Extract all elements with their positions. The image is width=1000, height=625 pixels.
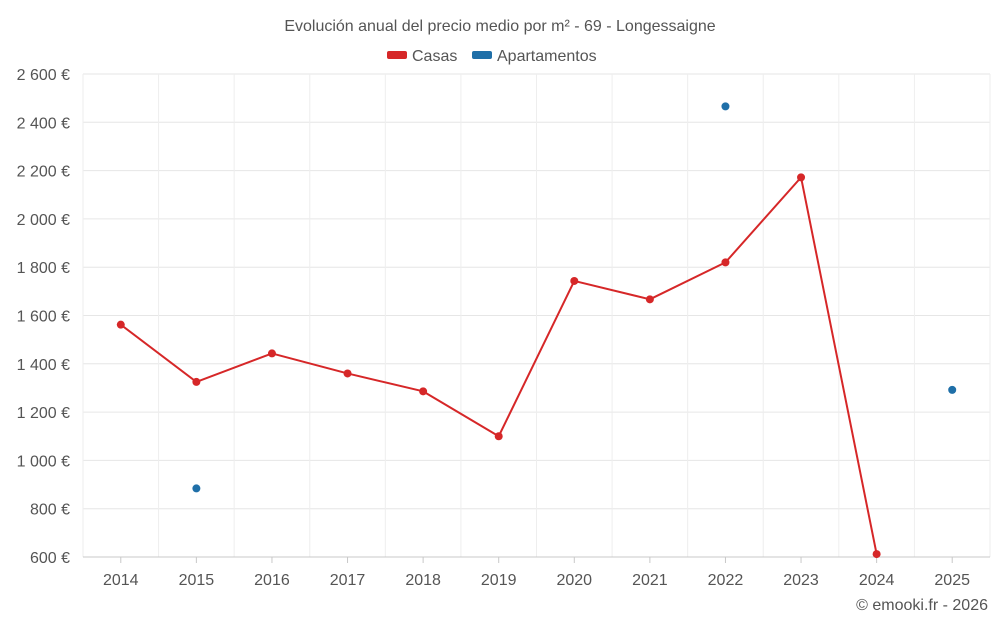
data-point-casas[interactable] xyxy=(872,550,881,559)
x-axis: 2014 2015 2016 2017 2018 2019 2020 2021 2022 2023… xyxy=(83,556,990,589)
chart-credit: © emooki.fr - 2026 xyxy=(856,597,988,614)
legend-swatch-apartamentos xyxy=(472,51,492,59)
x-tick-label: 2019 xyxy=(481,572,517,589)
y-tick-label: 2 000 € xyxy=(17,212,70,229)
x-tick-label: 2016 xyxy=(254,572,290,589)
data-point-casas[interactable] xyxy=(343,369,352,378)
y-tick-label: 1 600 € xyxy=(17,309,70,326)
data-point-casas[interactable] xyxy=(494,432,503,441)
y-tick-label: 800 € xyxy=(30,502,70,519)
legend-item-apartamentos[interactable]: Apartamentos xyxy=(472,48,597,65)
data-point-casas[interactable] xyxy=(721,258,730,267)
y-axis: 600 € 800 € 1 000 € 1 200 € 1 400 € 1 600 € 1 … xyxy=(17,67,70,567)
x-tick-label: 2022 xyxy=(708,572,744,589)
y-tick-label: 1 200 € xyxy=(17,405,70,422)
data-point-casas[interactable] xyxy=(116,320,125,329)
data-point-casas[interactable] xyxy=(570,276,579,285)
x-tick-label: 2018 xyxy=(405,572,441,589)
x-tick-label: 2015 xyxy=(179,572,215,589)
legend-item-casas[interactable]: Casas xyxy=(387,48,457,65)
data-point-apartamentos[interactable] xyxy=(721,102,730,111)
x-tick-label: 2017 xyxy=(330,572,366,589)
x-tick-label: 2020 xyxy=(556,572,592,589)
legend[interactable]: Casas Apartamentos xyxy=(387,48,597,65)
x-tick-label: 2025 xyxy=(934,572,970,589)
data-point-apartamentos[interactable] xyxy=(192,484,201,493)
series-layer xyxy=(116,102,957,559)
y-tick-label: 1 000 € xyxy=(17,453,70,470)
y-tick-label: 2 400 € xyxy=(17,115,70,132)
grid xyxy=(82,73,991,558)
data-point-casas[interactable] xyxy=(192,377,201,386)
y-tick-label: 600 € xyxy=(30,550,70,567)
y-tick-label: 2 600 € xyxy=(17,67,70,84)
x-tick-label: 2014 xyxy=(103,572,139,589)
data-point-casas[interactable] xyxy=(797,173,806,182)
y-tick-label: 1 800 € xyxy=(17,260,70,277)
x-tick-label: 2024 xyxy=(859,572,895,589)
legend-swatch-casas xyxy=(387,51,407,59)
x-tick-label: 2023 xyxy=(783,572,819,589)
chart-title: Evolución anual del precio medio por m² … xyxy=(284,18,715,35)
legend-label-casas: Casas xyxy=(412,48,457,65)
data-point-casas[interactable] xyxy=(267,349,276,358)
y-tick-label: 2 200 € xyxy=(17,164,70,181)
data-point-casas[interactable] xyxy=(645,295,654,304)
data-point-apartamentos[interactable] xyxy=(948,385,957,394)
y-tick-label: 1 400 € xyxy=(17,357,70,374)
legend-label-apartamentos: Apartamentos xyxy=(497,48,597,65)
x-tick-label: 2021 xyxy=(632,572,668,589)
data-point-casas[interactable] xyxy=(419,387,428,396)
